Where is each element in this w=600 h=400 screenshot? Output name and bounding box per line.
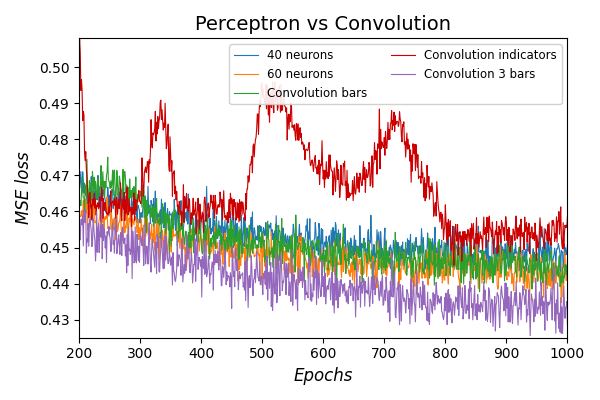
40 neurons: [205, 214, 212, 218]
60 neurons: [560, 281, 568, 286]
Convolution 3 bars: [564, 322, 571, 327]
Convolution 3 bars: [385, 308, 392, 313]
Convolution bars: [104, 155, 112, 160]
Convolution indicators: [142, 164, 149, 169]
60 neurons: [298, 244, 305, 248]
Convolution indicators: [560, 246, 568, 251]
60 neurons: [385, 253, 392, 258]
60 neurons: [88, 191, 95, 196]
Convolution 3 bars: [560, 284, 568, 289]
40 neurons: [77, 169, 85, 174]
60 neurons: [205, 252, 212, 256]
40 neurons: [148, 198, 155, 203]
Convolution indicators: [205, 201, 212, 206]
Convolution bars: [564, 270, 571, 275]
Convolution bars: [205, 236, 212, 241]
Convolution indicators: [76, 37, 83, 42]
Line: Convolution 3 bars: Convolution 3 bars: [79, 201, 568, 336]
Convolution bars: [142, 207, 149, 212]
Convolution 3 bars: [76, 239, 83, 244]
Convolution bars: [385, 249, 392, 254]
Y-axis label: MSE loss: MSE loss: [15, 152, 33, 224]
Convolution indicators: [564, 214, 571, 219]
40 neurons: [76, 179, 83, 184]
Convolution 3 bars: [298, 270, 305, 274]
Convolution bars: [76, 200, 83, 205]
Convolution indicators: [385, 137, 392, 142]
60 neurons: [142, 234, 149, 239]
Convolution indicators: [450, 263, 457, 268]
Convolution 3 bars: [527, 333, 534, 338]
Line: Convolution indicators: Convolution indicators: [79, 39, 568, 265]
60 neurons: [558, 300, 565, 305]
40 neurons: [142, 209, 149, 214]
Title: Perceptron vs Convolution: Perceptron vs Convolution: [195, 15, 451, 34]
Convolution bars: [476, 289, 483, 294]
Convolution indicators: [298, 142, 305, 147]
Legend: 40 neurons, 60 neurons, Convolution bars, Convolution indicators, Convolution 3 : 40 neurons, 60 neurons, Convolution bars…: [229, 44, 562, 104]
Line: Convolution bars: Convolution bars: [79, 157, 568, 292]
40 neurons: [564, 243, 571, 248]
40 neurons: [385, 254, 392, 259]
60 neurons: [564, 257, 571, 262]
Convolution 3 bars: [205, 254, 212, 258]
Line: 40 neurons: 40 neurons: [79, 172, 568, 279]
Convolution indicators: [76, 46, 83, 51]
60 neurons: [148, 230, 155, 235]
X-axis label: Epochs: Epochs: [293, 367, 353, 385]
Convolution 3 bars: [148, 270, 155, 274]
Convolution bars: [560, 274, 568, 279]
Convolution bars: [148, 206, 155, 210]
Convolution 3 bars: [98, 199, 105, 204]
40 neurons: [483, 277, 490, 282]
Convolution indicators: [148, 117, 155, 122]
60 neurons: [76, 214, 83, 219]
40 neurons: [560, 263, 568, 268]
Convolution bars: [298, 249, 305, 254]
40 neurons: [298, 242, 305, 246]
Convolution 3 bars: [142, 262, 149, 266]
Line: 60 neurons: 60 neurons: [79, 193, 568, 302]
